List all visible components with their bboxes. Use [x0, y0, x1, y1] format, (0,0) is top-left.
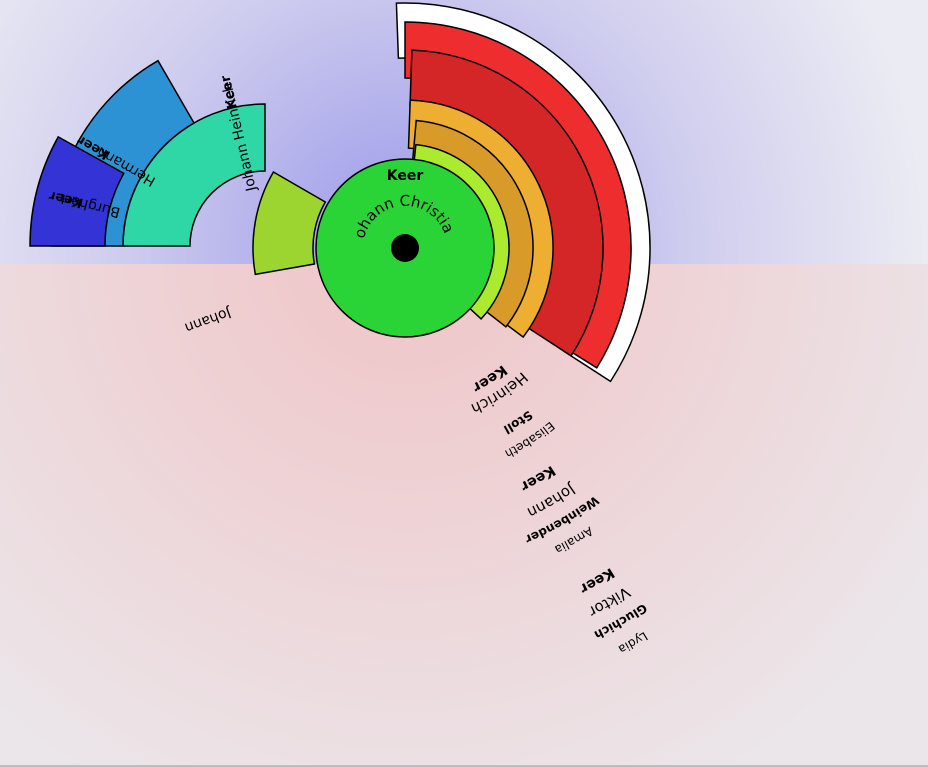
bottom-edge: [0, 765, 928, 767]
ancestor-burghart[interactable]: [29, 135, 125, 247]
center-hole: [391, 234, 419, 262]
child-johann[interactable]: [252, 170, 327, 276]
center-surname: Keer: [387, 168, 424, 184]
descendant-background: [0, 264, 928, 767]
